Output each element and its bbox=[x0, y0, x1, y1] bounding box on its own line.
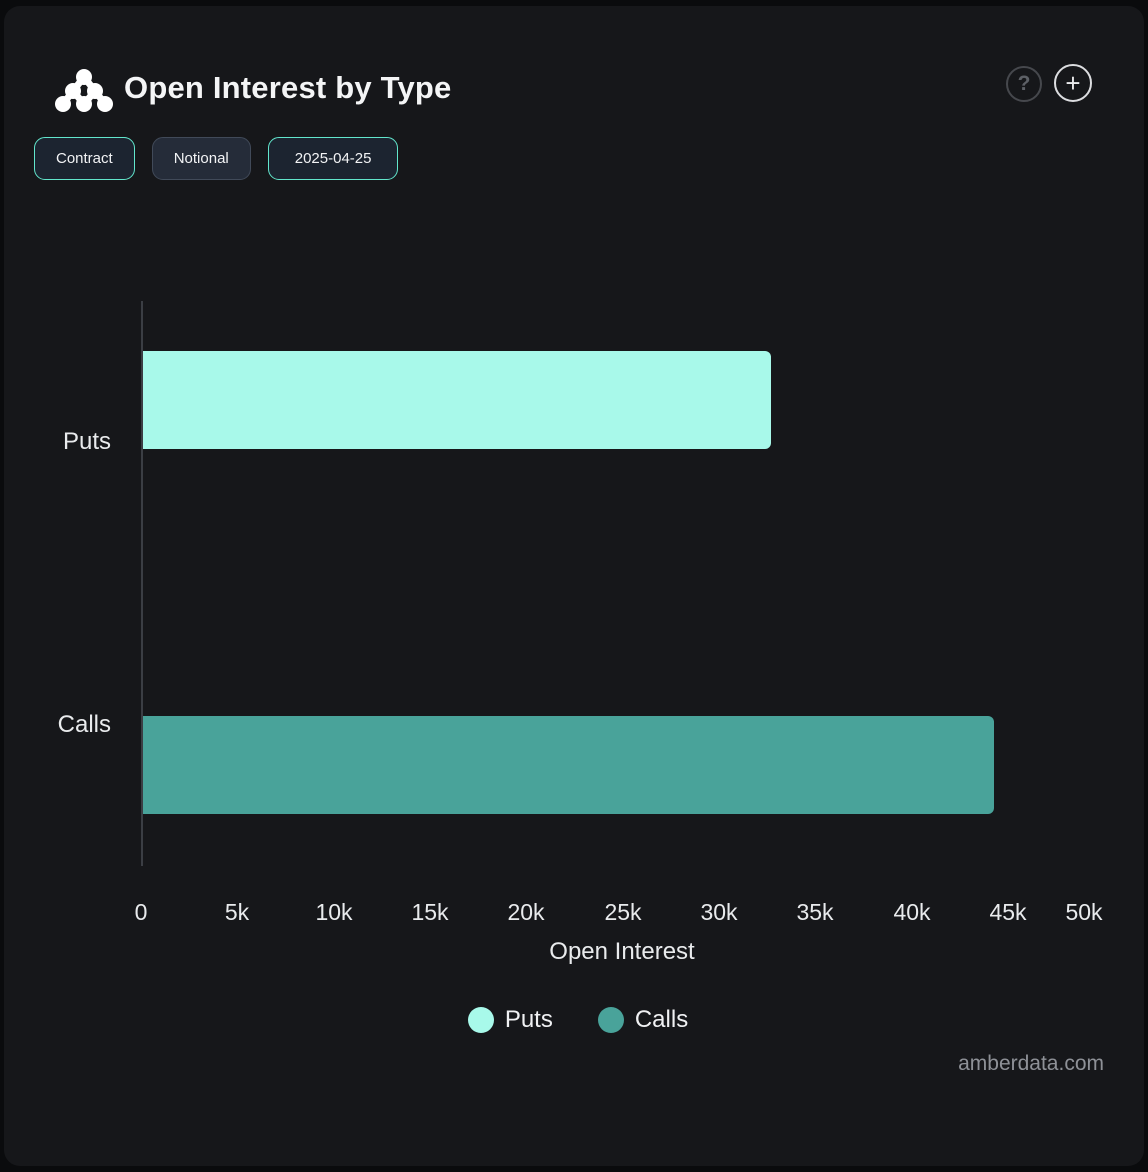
chart-legend: Puts Calls bbox=[4, 1006, 1148, 1034]
contract-toggle-button[interactable]: Contract bbox=[34, 137, 135, 180]
legend-label-puts: Puts bbox=[504, 1006, 553, 1033]
legend-label-calls: Calls bbox=[634, 1006, 689, 1033]
date-picker-label: 2025-04-25 bbox=[294, 150, 372, 167]
x-tick-40k: 40k bbox=[893, 899, 931, 925]
legend-item-calls[interactable]: Calls bbox=[597, 1006, 689, 1034]
help-button[interactable]: ? bbox=[1006, 66, 1042, 102]
question-mark-icon: ? bbox=[1017, 72, 1031, 95]
watermark: amberdata.com bbox=[958, 1052, 1104, 1075]
page-title: Open Interest by Type bbox=[124, 70, 452, 105]
x-tick-45k: 45k bbox=[989, 899, 1027, 925]
x-tick-0: 0 bbox=[134, 899, 148, 925]
x-tick-35k: 35k bbox=[796, 899, 834, 925]
notional-toggle-label: Notional bbox=[173, 150, 229, 167]
x-tick-5k: 5k bbox=[224, 899, 250, 925]
x-tick-50k: 50k bbox=[1065, 899, 1103, 925]
toolbar: Contract Notional 2025-04-25 bbox=[34, 137, 399, 180]
bar-calls[interactable] bbox=[143, 716, 994, 814]
x-tick-10k: 10k bbox=[315, 899, 353, 925]
y-axis-line bbox=[141, 301, 143, 866]
x-tick-25k: 25k bbox=[604, 899, 642, 925]
x-tick-15k: 15k bbox=[411, 899, 449, 925]
x-tick-30k: 30k bbox=[700, 899, 738, 925]
date-picker-button[interactable]: 2025-04-25 bbox=[267, 137, 399, 180]
legend-swatch-puts bbox=[467, 1007, 494, 1033]
category-label-calls: Calls bbox=[57, 711, 111, 738]
contract-toggle-label: Contract bbox=[56, 150, 113, 167]
chart-card: Open Interest by Type ? + Contract Notio… bbox=[4, 6, 1144, 1166]
notional-toggle-button[interactable]: Notional bbox=[151, 137, 251, 180]
add-button[interactable]: + bbox=[1054, 64, 1092, 102]
x-axis-title: Open Interest bbox=[549, 938, 695, 965]
x-tick-20k: 20k bbox=[507, 899, 545, 925]
bar-puts[interactable] bbox=[143, 351, 771, 449]
legend-item-puts[interactable]: Puts bbox=[467, 1006, 553, 1034]
cluster-dots-icon bbox=[55, 69, 113, 112]
legend-swatch-calls bbox=[597, 1007, 624, 1033]
category-label-puts: Puts bbox=[62, 428, 111, 455]
